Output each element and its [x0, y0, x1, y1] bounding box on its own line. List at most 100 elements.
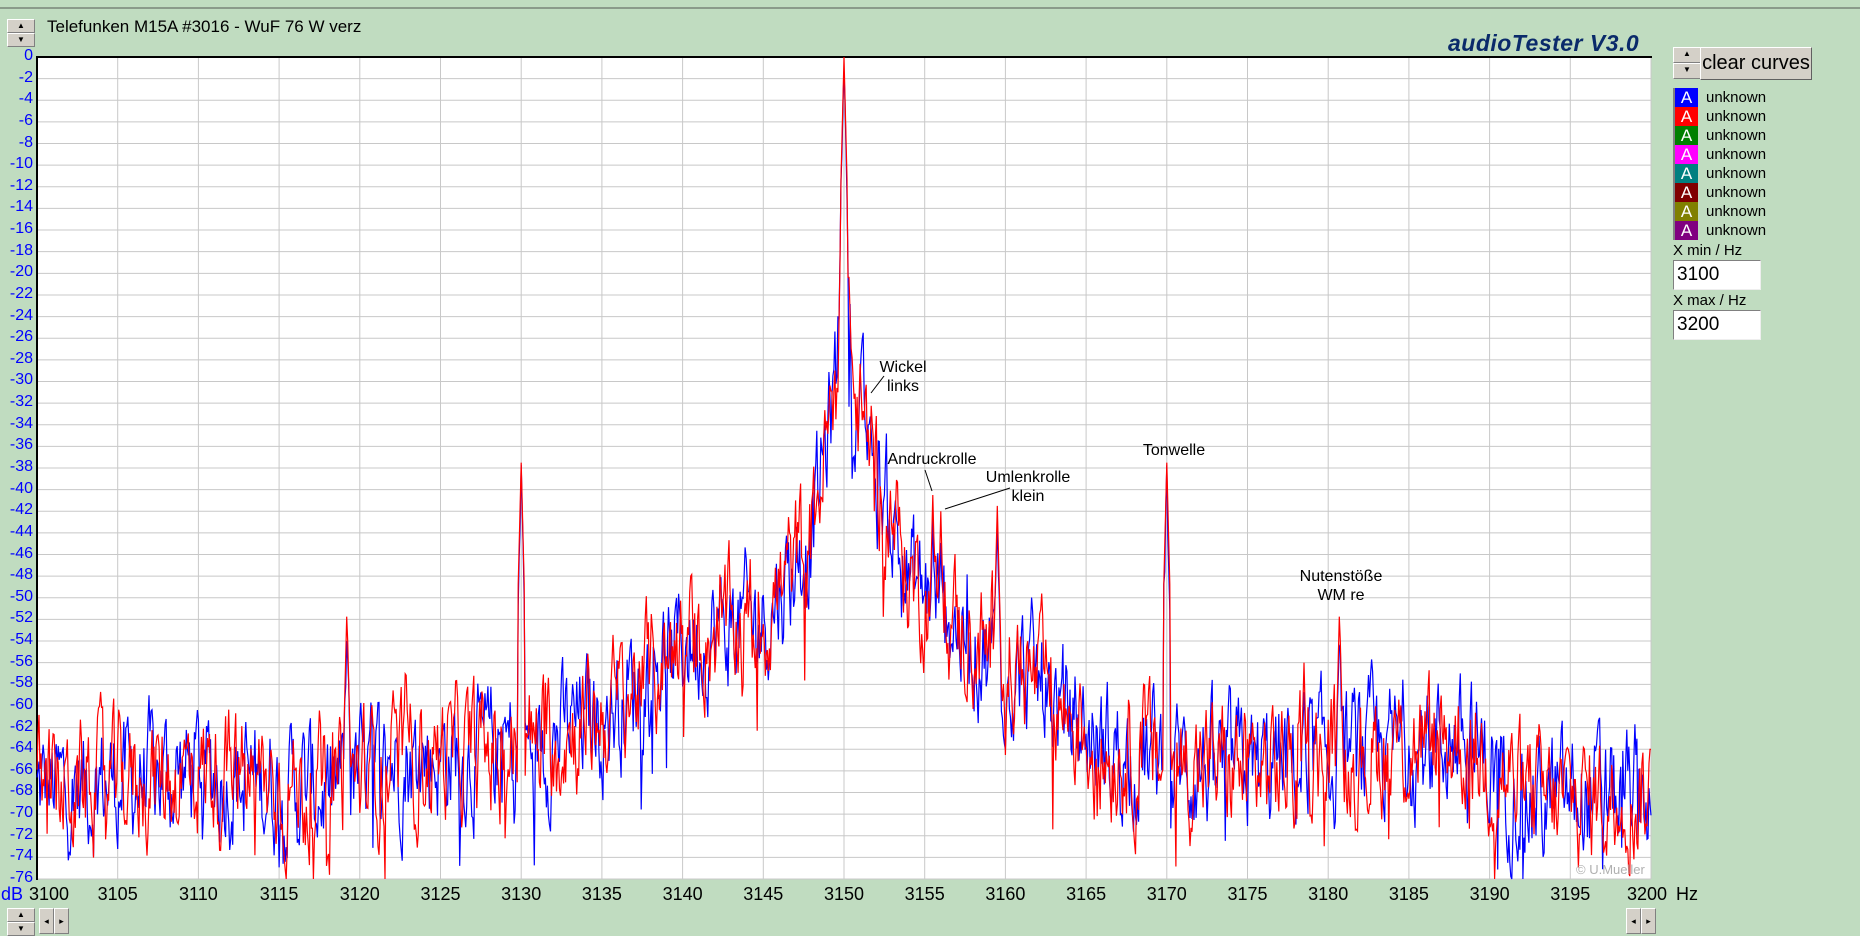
legend-label: unknown: [1706, 127, 1767, 144]
x-tick-label: 3140: [662, 884, 703, 904]
legend-label: unknown: [1706, 222, 1767, 239]
scroll-left-button-right[interactable]: ◂: [1626, 908, 1641, 934]
clear-curves-button[interactable]: clear curves: [1700, 47, 1812, 80]
legend-label: unknown: [1706, 165, 1767, 182]
title-spinner[interactable]: ▲ ▼: [7, 19, 35, 47]
y-tick-label: -50: [9, 587, 33, 605]
scroll-right-button[interactable]: ▸: [54, 908, 69, 934]
y-tick-label: -76: [9, 869, 33, 886]
curve-color-swatch[interactable]: A: [1673, 202, 1698, 221]
annotation-umlenkrolle: Umlenkrolle klein: [986, 468, 1070, 506]
y-tick-label: -40: [9, 479, 33, 497]
curve-color-swatch[interactable]: A: [1673, 164, 1698, 183]
xmax-input[interactable]: [1673, 310, 1761, 340]
y-unit-label: dB: [1, 884, 24, 904]
y-tick-label: -44: [9, 522, 33, 540]
y-tick-label: -58: [9, 674, 33, 692]
curve-color-swatch[interactable]: A: [1673, 107, 1698, 126]
annotation-line: Wickel: [879, 359, 927, 376]
y-tick-label: -74: [9, 847, 33, 865]
x-tick-label: 3190: [1469, 884, 1510, 904]
y-tick-label: -26: [9, 328, 33, 346]
annotation-line: links: [886, 378, 920, 395]
spin-down-icon[interactable]: ▼: [7, 33, 35, 47]
chart-title: Telefunken M15A #3016 - WuF 76 W verz: [47, 17, 362, 36]
spin-up-icon[interactable]: ▲: [7, 908, 35, 922]
legend-label: unknown: [1706, 184, 1767, 201]
y-tick-label: -60: [9, 695, 33, 713]
y-tick-label: -4: [18, 90, 33, 108]
y-tick-label: -20: [9, 263, 33, 281]
curve-color-swatch[interactable]: A: [1673, 221, 1698, 240]
y-tick-label: -64: [9, 739, 33, 757]
x-tick-label: 3120: [339, 884, 380, 904]
y-tick-label: -56: [9, 652, 33, 670]
legend-label: unknown: [1706, 203, 1767, 220]
legend-label: unknown: [1706, 146, 1767, 163]
legend-label: unknown: [1706, 108, 1767, 125]
x-tick-label: 3195: [1550, 884, 1591, 904]
x-tick-label: 3150: [823, 884, 865, 904]
xmin-label: X min / Hz: [1673, 242, 1743, 259]
y-tick-label: -12: [9, 176, 33, 194]
curve-color-swatch[interactable]: A: [1673, 126, 1698, 145]
y-tick-label: -46: [9, 544, 33, 562]
annotation-line: WM re: [1317, 587, 1365, 604]
y-tick-label: -8: [18, 133, 33, 151]
y-tick-label: -36: [9, 436, 33, 454]
curve-color-swatch[interactable]: A: [1673, 183, 1698, 202]
y-scale-spinner[interactable]: ▲ ▼: [7, 908, 35, 936]
y-tick-label: -10: [9, 155, 33, 173]
spin-up-icon[interactable]: ▲: [1673, 47, 1701, 63]
y-tick-label: -30: [9, 371, 33, 389]
curve-color-swatch[interactable]: A: [1673, 88, 1698, 107]
series-line-red: [36, 56, 1651, 880]
x-tick-label: 3170: [1146, 884, 1187, 904]
y-tick-label: 0: [24, 47, 33, 64]
annotation-andruckrolle: Andruckrolle: [888, 450, 977, 469]
y-tick-label: -22: [9, 284, 33, 302]
annotation-line: Umlenkrolle: [985, 469, 1071, 486]
y-tick-label: -72: [9, 825, 33, 843]
y-tick-label: -14: [9, 198, 33, 216]
annotation-line: Tonwelle: [1142, 442, 1206, 459]
x-tick-label: 3165: [1066, 884, 1107, 904]
y-tick-label: -62: [9, 717, 33, 735]
y-tick-label: -48: [9, 566, 33, 584]
legend-label: unknown: [1706, 89, 1767, 106]
x-unit-label: Hz: [1676, 884, 1698, 904]
x-tick-label: 3125: [420, 884, 461, 904]
copyright: © U.Mueller: [1576, 862, 1645, 877]
scroll-right-button-right[interactable]: ▸: [1641, 908, 1656, 934]
annotation-line: Andruckrolle: [887, 451, 977, 468]
x-tick-label: 3135: [581, 884, 622, 904]
top-divider: [0, 7, 1860, 9]
xmin-input[interactable]: [1673, 260, 1761, 290]
y-tick-label: -24: [9, 306, 33, 324]
curve-color-swatch[interactable]: A: [1673, 145, 1698, 164]
y-tick-label: -18: [9, 241, 33, 259]
spin-up-icon[interactable]: ▲: [7, 19, 35, 33]
x-tick-label: 3175: [1227, 884, 1268, 904]
annotation-line: Nutenstöße: [1299, 568, 1383, 585]
x-tick-label: 3100: [28, 884, 70, 904]
x-tick-label: 3105: [97, 884, 138, 904]
annotation-line: klein: [1011, 488, 1045, 505]
spin-down-icon[interactable]: ▼: [1673, 63, 1701, 79]
x-tick-label: 3160: [985, 884, 1026, 904]
y-tick-label: -70: [9, 804, 33, 822]
curve-spinner[interactable]: ▲ ▼: [1673, 47, 1701, 79]
scroll-left-button[interactable]: ◂: [39, 908, 54, 934]
y-tick-label: -34: [9, 414, 33, 432]
annotation-tonwelle: Tonwelle: [1143, 441, 1205, 460]
y-tick-label: -68: [9, 782, 33, 800]
annotation-nutenstoesse: Nutenstöße WM re: [1300, 567, 1383, 605]
